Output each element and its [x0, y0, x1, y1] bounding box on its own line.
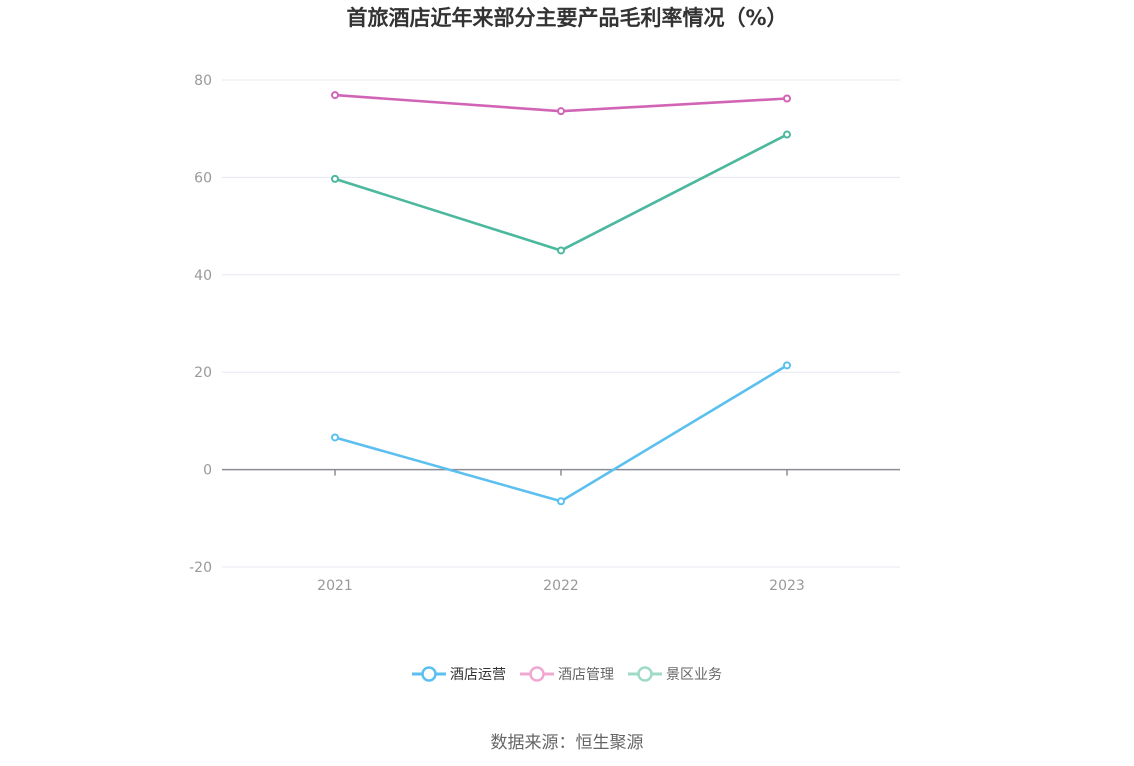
data-point	[331, 433, 339, 442]
grid-lines	[222, 79, 900, 568]
y-tick-label: 80	[194, 73, 212, 89]
series-line	[334, 364, 788, 503]
data-point	[557, 107, 565, 116]
x-tick-label: 2023	[769, 578, 805, 594]
x-axis: 2021 2022 2023	[222, 468, 900, 594]
data-source: 数据来源：恒生聚源	[490, 733, 644, 753]
legend-label: 景区业务	[666, 667, 722, 683]
data-point	[783, 94, 791, 103]
data-point	[783, 130, 791, 139]
y-tick-label: 20	[194, 365, 212, 381]
data-point	[331, 91, 339, 100]
legend-label: 酒店运营	[450, 667, 506, 683]
data-point	[557, 497, 565, 506]
y-tick-label: 60	[194, 170, 212, 186]
x-tick-label: 2022	[543, 578, 579, 594]
x-tick-label: 2021	[317, 578, 353, 594]
data-point	[783, 361, 791, 370]
legend-line-circle-icon	[520, 666, 554, 682]
y-axis: -20 0 20 40 60 80	[189, 73, 212, 576]
data-point	[331, 174, 339, 183]
line-chart: -20 0 20 40 60 80 2021 2022 2023	[189, 73, 900, 594]
y-tick-label: -20	[189, 560, 212, 576]
legend-label: 酒店管理	[558, 667, 614, 683]
legend-item-hotel-management[interactable]: 酒店管理	[520, 664, 614, 684]
legend: 酒店运营 酒店管理 景区业务	[0, 664, 1134, 684]
series-line	[334, 133, 788, 252]
legend-line-circle-icon	[412, 666, 446, 682]
y-tick-label: 0	[203, 463, 212, 479]
chart-title: 首旅酒店近年来部分主要产品毛利率情况（%）	[346, 6, 788, 30]
data-point	[557, 246, 565, 255]
series-group	[331, 91, 791, 506]
legend-item-hotel-operation[interactable]: 酒店运营	[412, 664, 506, 684]
legend-line-circle-icon	[628, 666, 662, 682]
y-tick-label: 40	[194, 268, 212, 284]
legend-item-scenic-business[interactable]: 景区业务	[628, 664, 722, 684]
